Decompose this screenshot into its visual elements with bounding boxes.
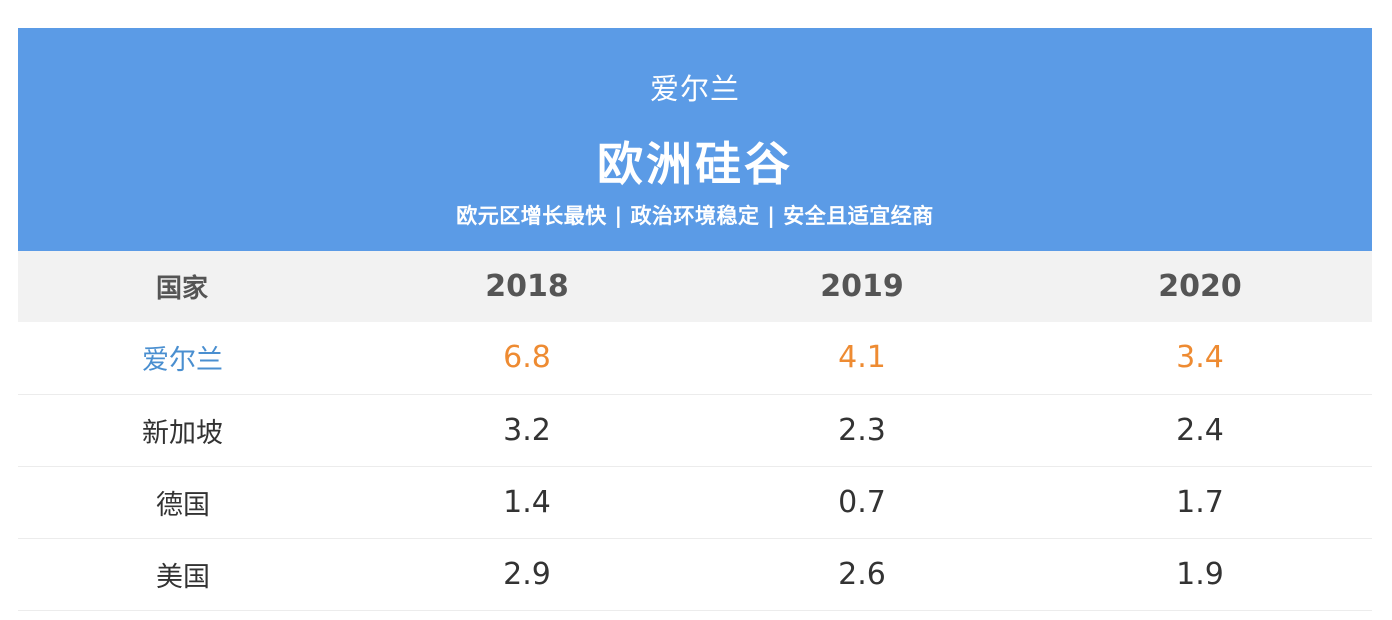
row-value: 2.6 [838, 556, 886, 592]
table-header-row: 国家 2018 2019 2020 [18, 251, 1372, 322]
row-country: 美国 [156, 561, 210, 593]
table-row-ireland: 爱尔兰 6.8 4.1 3.4 [18, 322, 1372, 394]
table-row-singapore: 新加坡 3.2 2.3 2.4 [18, 394, 1372, 466]
table-row-germany: 德国 1.4 0.7 1.7 [18, 466, 1372, 538]
banner-title: 欧洲硅谷 [597, 137, 793, 191]
header-year-2020: 2020 [1158, 269, 1242, 304]
row-value: 3.4 [1176, 340, 1224, 376]
row-value: 1.9 [1176, 556, 1224, 592]
header-country: 国家 [156, 274, 209, 304]
row-value: 4.1 [838, 340, 886, 376]
banner-supertitle: 爱尔兰 [649, 72, 740, 106]
row-value: 2.3 [838, 412, 886, 448]
banner-subtitle: 欧元区增长最快 | 政治环境稳定 | 安全且适宜经商 [456, 204, 934, 228]
row-value: 2.4 [1176, 412, 1224, 448]
row-value: 1.4 [503, 484, 551, 520]
banner: 爱尔兰 欧洲硅谷 欧元区增长最快 | 政治环境稳定 | 安全且适宜经商 [18, 28, 1372, 251]
row-value: 1.7 [1176, 484, 1224, 520]
header-year-2018: 2018 [485, 269, 569, 304]
table-row-usa: 美国 2.9 2.6 1.9 [18, 538, 1372, 610]
row-country: 新加坡 [142, 417, 223, 449]
row-value: 6.8 [503, 340, 551, 376]
row-value: 3.2 [503, 412, 551, 448]
row-value: 2.9 [503, 556, 551, 592]
row-country: 德国 [156, 489, 210, 521]
growth-table-card: 爱尔兰 欧洲硅谷 欧元区增长最快 | 政治环境稳定 | 安全且适宜经商 国家 2… [18, 28, 1372, 612]
row-value: 0.7 [838, 484, 886, 520]
growth-table: 国家 2018 2019 2020 爱尔兰 6.8 4.1 3.4 新加坡 3.… [18, 251, 1372, 611]
row-country: 爱尔兰 [142, 345, 223, 377]
header-year-2019: 2019 [820, 269, 904, 304]
